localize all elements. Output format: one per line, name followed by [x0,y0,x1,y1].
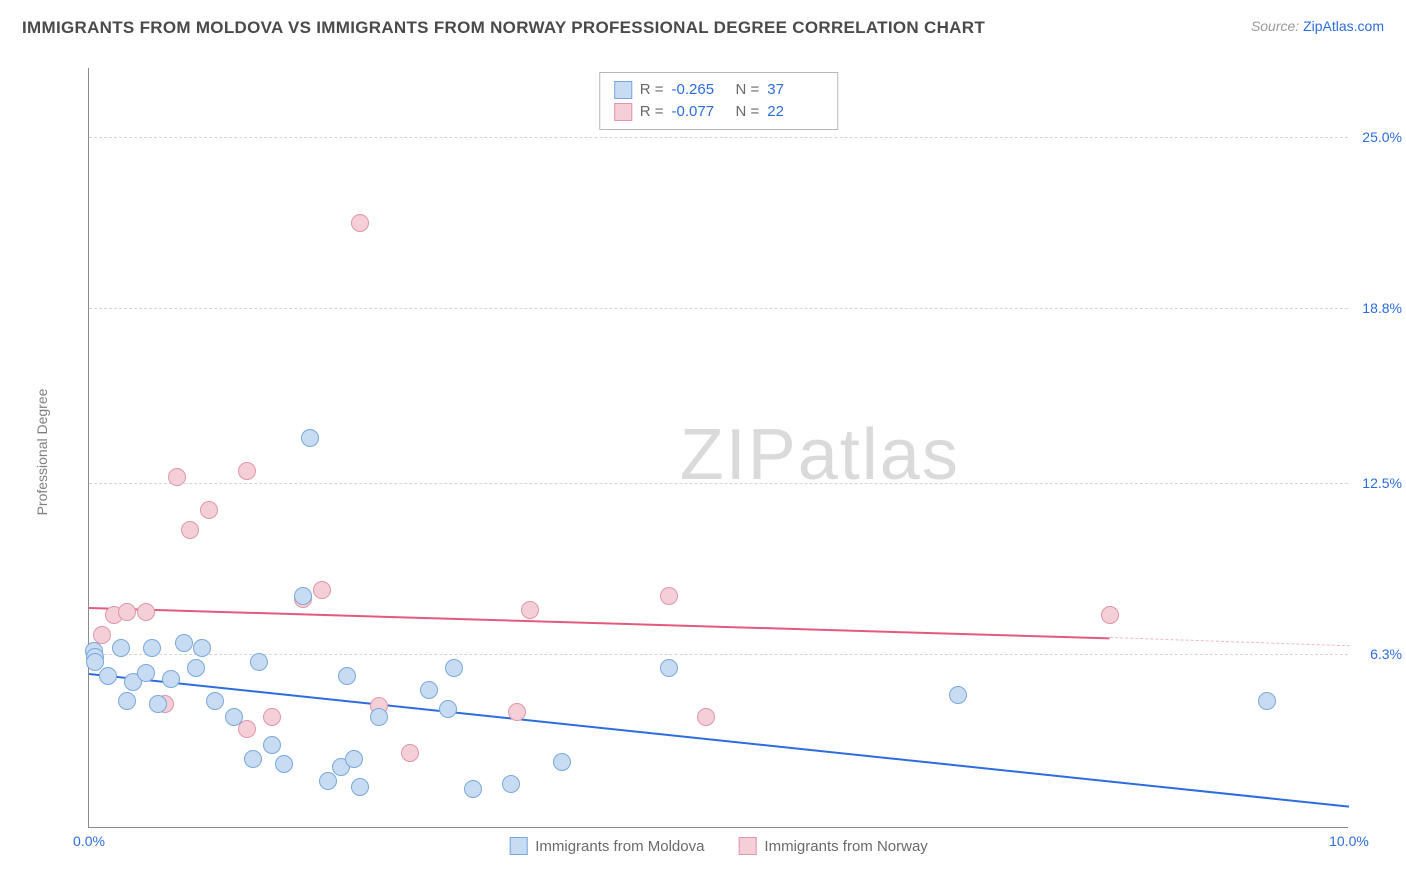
swatch-norway [614,103,632,121]
y-tick-label: 25.0% [1362,129,1402,145]
plot-area: R = -0.265 N = 37 R = -0.077 N = 22 Immi… [88,68,1348,828]
legend-label-moldova: Immigrants from Moldova [535,838,704,855]
data-point-moldova [553,753,571,771]
data-point-moldova [187,659,205,677]
swatch-norway [738,837,756,855]
data-point-norway [1101,606,1119,624]
data-point-moldova [275,755,293,773]
data-point-moldova [319,772,337,790]
n-label: N = [736,101,760,123]
data-point-norway [508,703,526,721]
data-point-norway [351,214,369,232]
x-tick-label: 0.0% [73,833,105,849]
data-point-moldova [225,708,243,726]
gridline [89,654,1348,655]
data-point-moldova [345,750,363,768]
legend-item-moldova: Immigrants from Moldova [509,837,704,855]
data-point-norway [200,501,218,519]
legend-row-moldova: R = -0.265 N = 37 [614,79,824,101]
swatch-moldova [509,837,527,855]
data-point-moldova [660,659,678,677]
y-tick-label: 12.5% [1362,475,1402,491]
gridline [89,137,1348,138]
data-point-moldova [439,700,457,718]
data-point-moldova [420,681,438,699]
data-point-norway [118,603,136,621]
chart-area: Professional Degree R = -0.265 N = 37 R … [42,52,1372,852]
legend-label-norway: Immigrants from Norway [764,838,927,855]
data-point-moldova [137,664,155,682]
gridline [89,483,1348,484]
data-point-norway [168,468,186,486]
watermark: ZIPatlas [680,414,960,496]
source-link[interactable]: ZipAtlas.com [1303,18,1384,34]
data-point-norway [181,521,199,539]
data-point-moldova [206,692,224,710]
data-point-norway [263,708,281,726]
y-tick-label: 18.8% [1362,300,1402,316]
x-tick-label: 10.0% [1329,833,1369,849]
data-point-moldova [149,695,167,713]
n-value-norway: 22 [767,101,823,123]
data-point-moldova [301,429,319,447]
gridline [89,308,1348,309]
n-label: N = [736,79,760,101]
chart-container: IMMIGRANTS FROM MOLDOVA VS IMMIGRANTS FR… [0,0,1406,892]
data-point-moldova [294,587,312,605]
data-point-norway [521,601,539,619]
y-tick-label: 6.3% [1370,646,1402,662]
data-point-moldova [162,670,180,688]
data-point-moldova [338,667,356,685]
data-point-norway [697,708,715,726]
data-point-moldova [1258,692,1276,710]
data-point-moldova [143,639,161,657]
data-point-norway [137,603,155,621]
r-value-moldova: -0.265 [672,79,728,101]
data-point-norway [660,587,678,605]
swatch-moldova [614,81,632,99]
data-point-moldova [193,639,211,657]
correlation-legend: R = -0.265 N = 37 R = -0.077 N = 22 [599,72,839,130]
data-point-moldova [949,686,967,704]
data-point-norway [401,744,419,762]
source-label: Source: [1251,18,1303,34]
r-value-norway: -0.077 [672,101,728,123]
data-point-moldova [99,667,117,685]
data-point-moldova [175,634,193,652]
data-point-moldova [445,659,463,677]
data-point-moldova [118,692,136,710]
data-point-norway [313,581,331,599]
data-point-norway [238,462,256,480]
y-axis-label: Professional Degree [34,389,50,516]
data-point-moldova [244,750,262,768]
r-label: R = [640,79,664,101]
chart-title: IMMIGRANTS FROM MOLDOVA VS IMMIGRANTS FR… [22,18,1384,38]
data-point-moldova [370,708,388,726]
trend-line-norway [89,607,1110,639]
r-label: R = [640,101,664,123]
legend-row-norway: R = -0.077 N = 22 [614,101,824,123]
data-point-moldova [351,778,369,796]
data-point-moldova [250,653,268,671]
series-legend: Immigrants from Moldova Immigrants from … [509,837,928,855]
legend-item-norway: Immigrants from Norway [738,837,927,855]
data-point-moldova [502,775,520,793]
source-attribution: Source: ZipAtlas.com [1251,18,1384,34]
data-point-moldova [112,639,130,657]
data-point-moldova [464,780,482,798]
n-value-moldova: 37 [767,79,823,101]
trend-dash-norway [1110,637,1349,646]
data-point-moldova [263,736,281,754]
data-point-norway [93,626,111,644]
